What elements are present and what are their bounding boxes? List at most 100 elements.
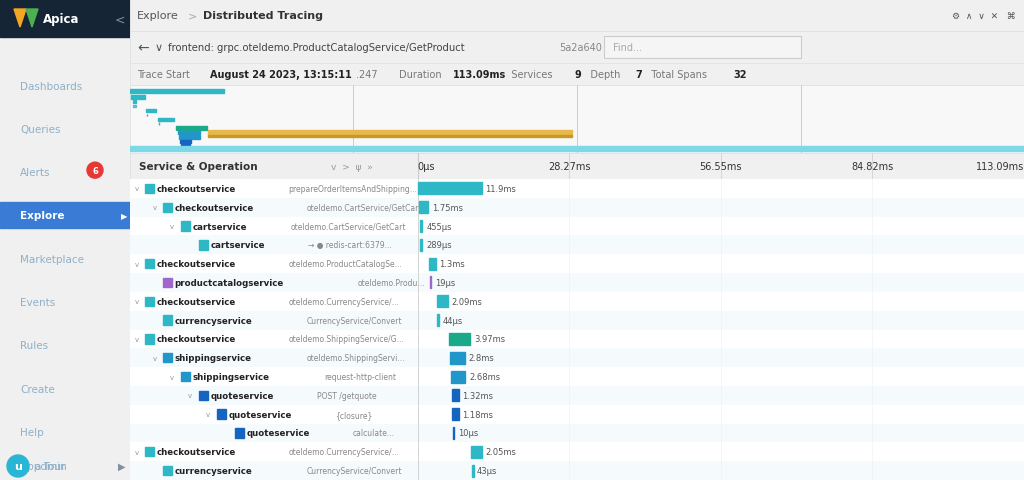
Bar [181, 222, 189, 231]
Bar [199, 240, 208, 250]
Text: currencyservice: currencyservice [175, 316, 253, 325]
Text: currencyservice: currencyservice [175, 466, 253, 475]
Bar [604, 37, 801, 59]
Circle shape [7, 455, 29, 477]
Text: shippingservice: shippingservice [193, 372, 269, 381]
Text: v: v [134, 336, 138, 342]
Text: 10μs: 10μs [458, 429, 478, 438]
Text: v: v [153, 205, 157, 211]
Text: ⚙  ∧  ∨  ✕   ⌘   Trace Timeline  ∨: ⚙ ∧ ∨ ✕ ⌘ Trace Timeline ∨ [952, 12, 1024, 21]
Text: Create: Create [20, 384, 54, 394]
Bar [234, 428, 244, 438]
Text: v  >  ψ  »: v > ψ » [331, 162, 373, 171]
Text: quoteservice: quoteservice [246, 429, 309, 438]
Text: oteldemo.CurrencyService/...: oteldemo.CurrencyService/... [289, 297, 399, 306]
Text: v: v [134, 261, 138, 267]
Text: 2.68ms: 2.68ms [469, 372, 500, 381]
Text: .247: .247 [356, 70, 387, 80]
Bar [180, 141, 190, 144]
Text: request-http-client: request-http-client [325, 372, 396, 381]
Text: 11.9ms: 11.9ms [485, 184, 516, 193]
Text: u: u [14, 461, 22, 471]
Circle shape [87, 163, 103, 179]
Bar [437, 314, 439, 326]
Text: quoteservice: quoteservice [228, 410, 292, 419]
Text: quoteservice: quoteservice [211, 391, 273, 400]
Bar [145, 184, 155, 194]
Text: App Tour: App Tour [20, 461, 66, 470]
Bar [145, 335, 155, 344]
Text: 455μs: 455μs [427, 222, 453, 231]
Text: v: v [188, 393, 193, 398]
Text: admin: admin [34, 461, 67, 471]
Text: 2.09ms: 2.09ms [452, 297, 482, 306]
Text: oteldemo.CurrencyService/...: oteldemo.CurrencyService/... [289, 447, 399, 456]
Bar [163, 278, 172, 288]
Bar [429, 277, 431, 289]
Bar [418, 183, 481, 195]
Text: Depth: Depth [581, 70, 624, 80]
Text: Events: Events [20, 298, 55, 307]
Text: Explore: Explore [137, 11, 179, 21]
Text: 44μs: 44μs [442, 316, 463, 325]
Text: 1.18ms: 1.18ms [463, 410, 494, 419]
Bar [453, 427, 455, 439]
Text: Apica: Apica [43, 13, 80, 26]
Bar [163, 466, 172, 475]
Text: ←: ← [137, 41, 148, 55]
Bar [452, 389, 459, 402]
Text: CurrencyService/Convert: CurrencyService/Convert [306, 466, 402, 475]
Text: checkoutservice: checkoutservice [157, 260, 237, 269]
Text: Explore: Explore [20, 211, 65, 221]
Text: 56.55ms: 56.55ms [699, 162, 742, 172]
Text: cartservice: cartservice [193, 222, 247, 231]
Text: oteldemo.CartService/GetCart: oteldemo.CartService/GetCart [306, 204, 422, 212]
Text: Duration: Duration [398, 70, 444, 80]
Text: v: v [153, 355, 157, 361]
Text: Total Spans: Total Spans [642, 70, 710, 80]
Text: 2.8ms: 2.8ms [469, 353, 495, 362]
Bar [145, 109, 156, 113]
Bar [131, 96, 145, 99]
Bar [163, 203, 172, 213]
Bar [419, 202, 428, 214]
Text: 19μs: 19μs [435, 278, 455, 288]
Text: checkoutservice: checkoutservice [175, 204, 254, 212]
Bar [158, 119, 174, 122]
Text: checkoutservice: checkoutservice [157, 447, 237, 456]
Bar [130, 147, 1024, 152]
Bar [429, 258, 435, 270]
Text: POST /getquote: POST /getquote [316, 391, 377, 400]
Text: 0μs: 0μs [418, 162, 435, 172]
Text: 28.27ms: 28.27ms [548, 162, 591, 172]
Bar [451, 352, 465, 364]
Bar [130, 154, 418, 180]
Bar [453, 408, 459, 420]
Text: 1.3ms: 1.3ms [439, 260, 465, 269]
Bar [133, 101, 136, 104]
Bar [163, 316, 172, 325]
Text: → ● redis-cart:6379...: → ● redis-cart:6379... [308, 241, 392, 250]
Text: >: > [188, 11, 198, 21]
Text: {closure}: {closure} [335, 410, 372, 419]
Bar [130, 90, 224, 94]
Text: 289μs: 289μs [427, 241, 453, 250]
Text: ▶: ▶ [118, 461, 126, 471]
Text: 7: 7 [636, 70, 642, 80]
Bar [145, 297, 155, 306]
Text: Rules: Rules [20, 341, 48, 350]
Bar [420, 240, 422, 252]
Text: cartservice: cartservice [211, 241, 265, 250]
Text: 2.05ms: 2.05ms [485, 447, 516, 456]
Text: August 24 2023, 13:15:11: August 24 2023, 13:15:11 [210, 70, 352, 80]
Text: v: v [206, 411, 210, 417]
Bar [163, 353, 172, 363]
Text: Queries: Queries [20, 125, 60, 134]
Bar [0, 0, 130, 38]
Text: 5a2a640: 5a2a640 [559, 43, 602, 53]
Text: 1.75ms: 1.75ms [432, 204, 463, 212]
Bar [449, 333, 470, 345]
Text: Find...: Find... [612, 43, 642, 53]
Text: checkoutservice: checkoutservice [157, 184, 237, 193]
Text: oteldemo.ProductCatalogSe...: oteldemo.ProductCatalogSe... [289, 260, 402, 269]
